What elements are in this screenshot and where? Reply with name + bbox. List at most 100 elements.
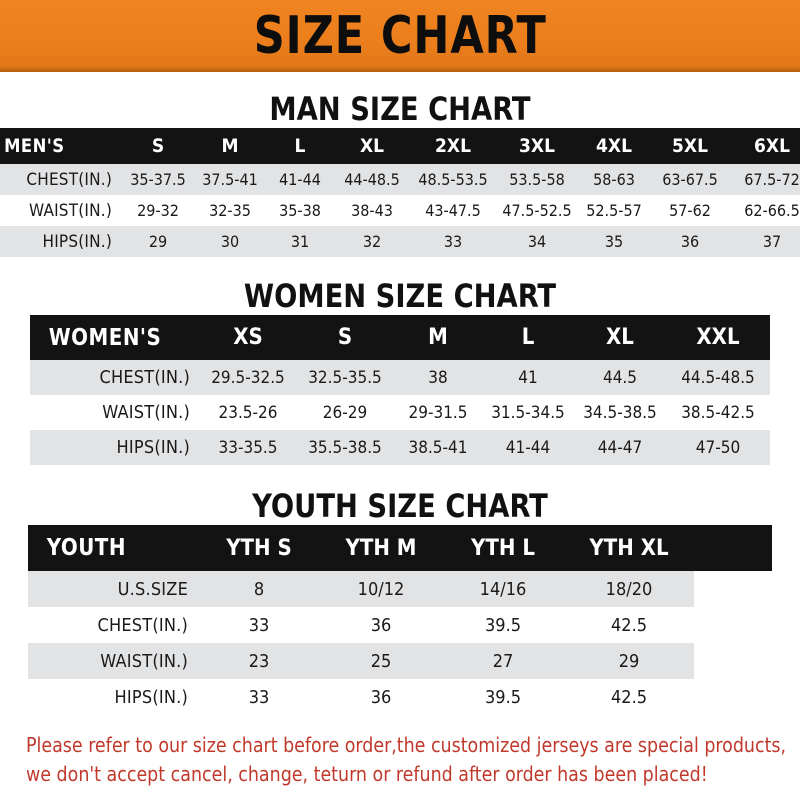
man-cell-2-3: 32 <box>362 232 382 251</box>
page-title: SIZE CHART <box>253 6 547 66</box>
man-col-header-1: M <box>221 135 239 157</box>
women-cell-0-1: 32.5-35.5 <box>308 367 382 388</box>
man-col-header-3: XL <box>359 135 385 157</box>
man-cell-1-1: 32-35 <box>209 201 251 220</box>
man-cell-1-5: 47.5-52.5 <box>502 201 572 220</box>
man-cell-2-2: 31 <box>290 232 310 251</box>
man-cell-2-7: 36 <box>680 232 700 251</box>
youth-col-header-3: YTH XL <box>589 535 669 561</box>
man-section-title: MAN SIZE CHART <box>269 90 531 128</box>
table-row: WAIST(IN.) 23.5-26 26-29 29-31.5 31.5-34… <box>30 395 770 430</box>
man-cell-2-0: 29 <box>148 232 168 251</box>
man-cell-2-5: 34 <box>527 232 547 251</box>
women-table-header-row: WOMEN'S XS S M L XL XXL <box>30 315 770 360</box>
footer-line-1: Please refer to our size chart before or… <box>26 733 787 757</box>
man-cell-1-6: 52.5-57 <box>586 201 642 220</box>
youth-spacer-cell <box>694 571 772 607</box>
man-col-header-6: 4XL <box>596 135 632 157</box>
footer-line-2: we don't accept cancel, change, teturn o… <box>26 762 708 786</box>
youth-cell-3-0: 33 <box>248 686 270 708</box>
youth-spacer-cell <box>694 643 772 679</box>
women-row-label-0: CHEST(IN.) <box>99 367 190 388</box>
man-cell-0-8: 67.5-72 <box>744 170 800 189</box>
youth-cell-0-2: 14/16 <box>479 578 527 600</box>
youth-cell-0-3: 18/20 <box>605 578 653 600</box>
women-cell-0-4: 44.5 <box>602 367 638 388</box>
women-cell-2-0: 33-35.5 <box>218 437 278 458</box>
women-cell-2-1: 35.5-38.5 <box>308 437 382 458</box>
man-cell-0-5: 53.5-58 <box>509 170 565 189</box>
youth-cell-1-1: 36 <box>370 614 392 636</box>
man-corner-label: MEN'S <box>4 135 65 157</box>
man-cell-2-8: 37 <box>762 232 782 251</box>
youth-size-table: YOUTH YTH S YTH M YTH L YTH XL U.S.SIZE … <box>28 525 772 715</box>
youth-spacer-cell <box>694 679 772 715</box>
women-col-header-4: XL <box>606 325 634 350</box>
youth-cell-2-3: 29 <box>618 650 640 672</box>
man-col-header-4: 2XL <box>435 135 471 157</box>
women-cell-2-5: 47-50 <box>695 437 741 458</box>
youth-section-title: YOUTH SIZE CHART <box>252 487 548 525</box>
man-cell-1-2: 35-38 <box>279 201 321 220</box>
page-banner: SIZE CHART <box>0 0 800 72</box>
youth-corner-label: YOUTH <box>46 535 126 561</box>
women-cell-0-0: 29.5-32.5 <box>211 367 285 388</box>
women-cell-1-0: 23.5-26 <box>218 402 278 423</box>
women-corner-label: WOMEN'S <box>48 324 162 351</box>
women-row-label-2: HIPS(IN.) <box>116 437 190 458</box>
man-col-header-0: S <box>151 135 165 157</box>
table-row: HIPS(IN.) 33-35.5 35.5-38.5 38.5-41 41-4… <box>30 430 770 465</box>
youth-cell-1-0: 33 <box>248 614 270 636</box>
youth-cell-2-2: 27 <box>492 650 514 672</box>
table-row: U.S.SIZE 8 10/12 14/16 18/20 <box>28 571 772 607</box>
youth-table-container: YOUTH YTH S YTH M YTH L YTH XL U.S.SIZE … <box>0 525 800 715</box>
women-cell-2-2: 38.5-41 <box>408 437 468 458</box>
man-col-header-5: 3XL <box>519 135 555 157</box>
youth-cell-2-1: 25 <box>370 650 392 672</box>
women-col-header-0: XS <box>233 325 263 350</box>
youth-header-spacer <box>694 525 772 571</box>
man-col-header-7: 5XL <box>672 135 708 157</box>
youth-cell-1-3: 42.5 <box>610 614 648 636</box>
man-row-label-2: HIPS(IN.) <box>42 231 112 252</box>
man-cell-0-4: 48.5-53.5 <box>418 170 488 189</box>
man-cell-1-3: 38-43 <box>351 201 393 220</box>
man-cell-0-2: 41-44 <box>279 170 321 189</box>
man-table-header-row: MEN'S S M L XL 2XL 3XL 4XL 5XL 6XL <box>0 128 800 164</box>
youth-row-label-1: CHEST(IN.) <box>97 614 188 636</box>
women-cell-2-3: 41-44 <box>505 437 551 458</box>
women-section-title: WOMEN SIZE CHART <box>243 277 557 315</box>
women-size-table: WOMEN'S XS S M L XL XXL CHEST(IN.) 29.5-… <box>30 315 770 465</box>
women-col-header-1: S <box>337 325 353 350</box>
man-row-label-0: CHEST(IN.) <box>26 169 112 190</box>
man-cell-0-0: 35-37.5 <box>130 170 186 189</box>
footer-disclaimer: Please refer to our size chart before or… <box>0 731 800 789</box>
man-cell-0-6: 58-63 <box>593 170 635 189</box>
man-cell-0-1: 37.5-41 <box>202 170 258 189</box>
man-col-header-8: 6XL <box>754 135 790 157</box>
women-col-header-3: L <box>521 325 535 350</box>
women-col-header-5: XXL <box>696 325 740 350</box>
table-row: CHEST(IN.) 33 36 39.5 42.5 <box>28 607 772 643</box>
man-cell-0-3: 44-48.5 <box>344 170 400 189</box>
youth-row-label-0: U.S.SIZE <box>117 578 188 600</box>
youth-col-header-2: YTH L <box>471 535 535 561</box>
women-cell-0-2: 38 <box>428 367 448 388</box>
women-cell-1-3: 31.5-34.5 <box>491 402 565 423</box>
youth-row-label-3: HIPS(IN.) <box>114 686 188 708</box>
man-cell-1-7: 57-62 <box>669 201 711 220</box>
youth-cell-3-2: 39.5 <box>484 686 522 708</box>
youth-cell-0-0: 8 <box>253 578 265 600</box>
women-row-label-1: WAIST(IN.) <box>102 402 190 423</box>
women-cell-1-2: 29-31.5 <box>408 402 468 423</box>
women-cell-1-5: 38.5-42.5 <box>681 402 755 423</box>
man-size-table: MEN'S S M L XL 2XL 3XL 4XL 5XL 6XL CHEST… <box>0 128 800 257</box>
youth-row-label-2: WAIST(IN.) <box>100 650 188 672</box>
women-cell-2-4: 44-47 <box>597 437 643 458</box>
youth-col-header-0: YTH S <box>226 535 292 561</box>
youth-col-header-1: YTH M <box>345 535 417 561</box>
women-cell-1-4: 34.5-38.5 <box>583 402 657 423</box>
women-cell-0-3: 41 <box>518 367 538 388</box>
table-row: CHEST(IN.) 35-37.5 37.5-41 41-44 44-48.5… <box>0 164 800 195</box>
women-cell-0-5: 44.5-48.5 <box>681 367 755 388</box>
